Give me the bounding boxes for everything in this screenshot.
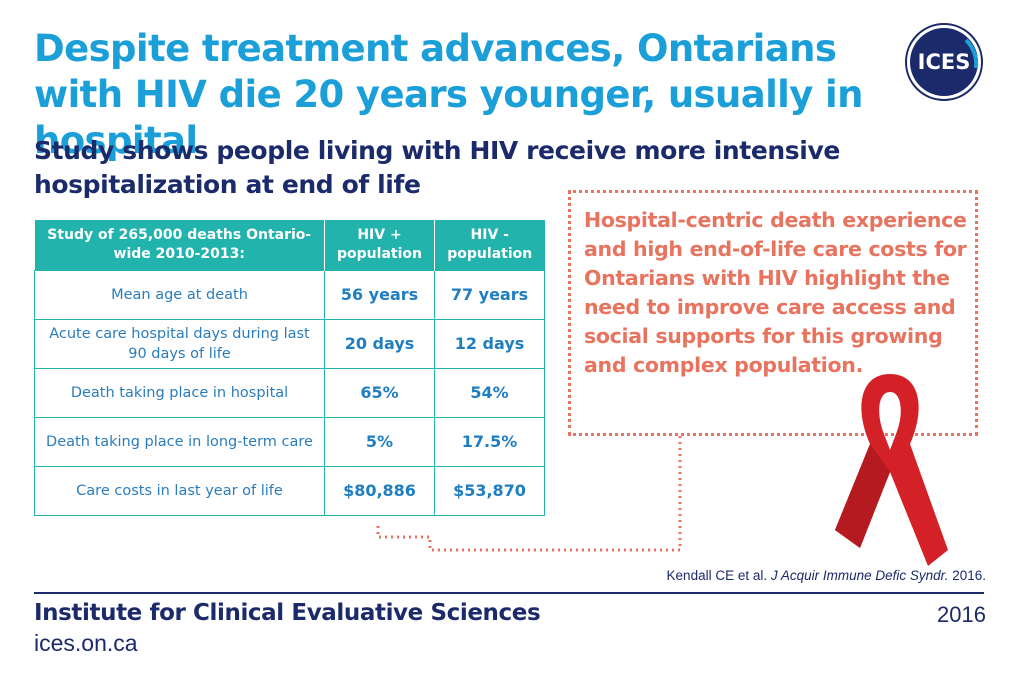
row-metric: Care costs in last year of life — [34, 466, 325, 516]
citation-journal: J Acquir Immune Defic Syndr. — [770, 568, 949, 583]
citation-year: 2016. — [952, 568, 986, 583]
row-hiv-positive-value: 5% — [324, 417, 435, 467]
website-link[interactable]: ices.on.ca — [34, 630, 138, 656]
row-metric: Death taking place in hospital — [34, 368, 325, 418]
row-metric: Acute care hospital days during last 90 … — [34, 319, 325, 369]
ices-logo: ICES — [904, 22, 984, 102]
row-metric: Death taking place in long-term care — [34, 417, 325, 467]
row-hiv-negative-value: 54% — [434, 368, 545, 418]
logo-text: ICES — [917, 50, 971, 74]
page-subtitle: Study shows people living with HIV recei… — [34, 136, 840, 199]
red-ribbon-icon — [835, 374, 948, 566]
organization-name: Institute for Clinical Evaluative Scienc… — [34, 600, 541, 626]
column-header-hiv-negative: HIV - population — [434, 220, 545, 271]
page-title: Despite treatment advances, Ontarians wi… — [34, 27, 863, 162]
table-row: Death taking place in long-term care 5% … — [34, 417, 545, 467]
row-hiv-positive-value: 56 years — [324, 270, 435, 320]
row-metric: Mean age at death — [34, 270, 325, 320]
footer-year: 2016 — [937, 602, 986, 627]
row-hiv-positive-value: $80,886 — [324, 466, 435, 516]
table-row: Care costs in last year of life $80,886 … — [34, 466, 545, 516]
table-row: Acute care hospital days during last 90 … — [34, 319, 545, 369]
column-header-hiv-positive: HIV + population — [324, 220, 435, 271]
column-header-study: Study of 265,000 deaths Ontario-wide 201… — [34, 220, 325, 271]
ices-logo-icon — [905, 23, 983, 101]
study-table: Study of 265,000 deaths Ontario-wide 201… — [34, 220, 545, 516]
row-hiv-positive-value: 65% — [324, 368, 435, 418]
citation: Kendall CE et al. J Acquir Immune Defic … — [667, 568, 986, 583]
row-hiv-negative-value: 12 days — [434, 319, 545, 369]
row-hiv-negative-value: 77 years — [434, 270, 545, 320]
citation-authors: Kendall CE et al. — [666, 568, 768, 583]
footer-divider — [34, 592, 984, 594]
table-row: Death taking place in hospital 65% 54% — [34, 368, 545, 418]
table-row: Mean age at death 56 years 77 years — [34, 270, 545, 320]
callout-box — [568, 190, 978, 436]
callout-text: Hospital-centric death experience and hi… — [584, 208, 967, 377]
row-hiv-negative-value: 17.5% — [434, 417, 545, 467]
row-hiv-positive-value: 20 days — [324, 319, 435, 369]
row-hiv-negative-value: $53,870 — [434, 466, 545, 516]
